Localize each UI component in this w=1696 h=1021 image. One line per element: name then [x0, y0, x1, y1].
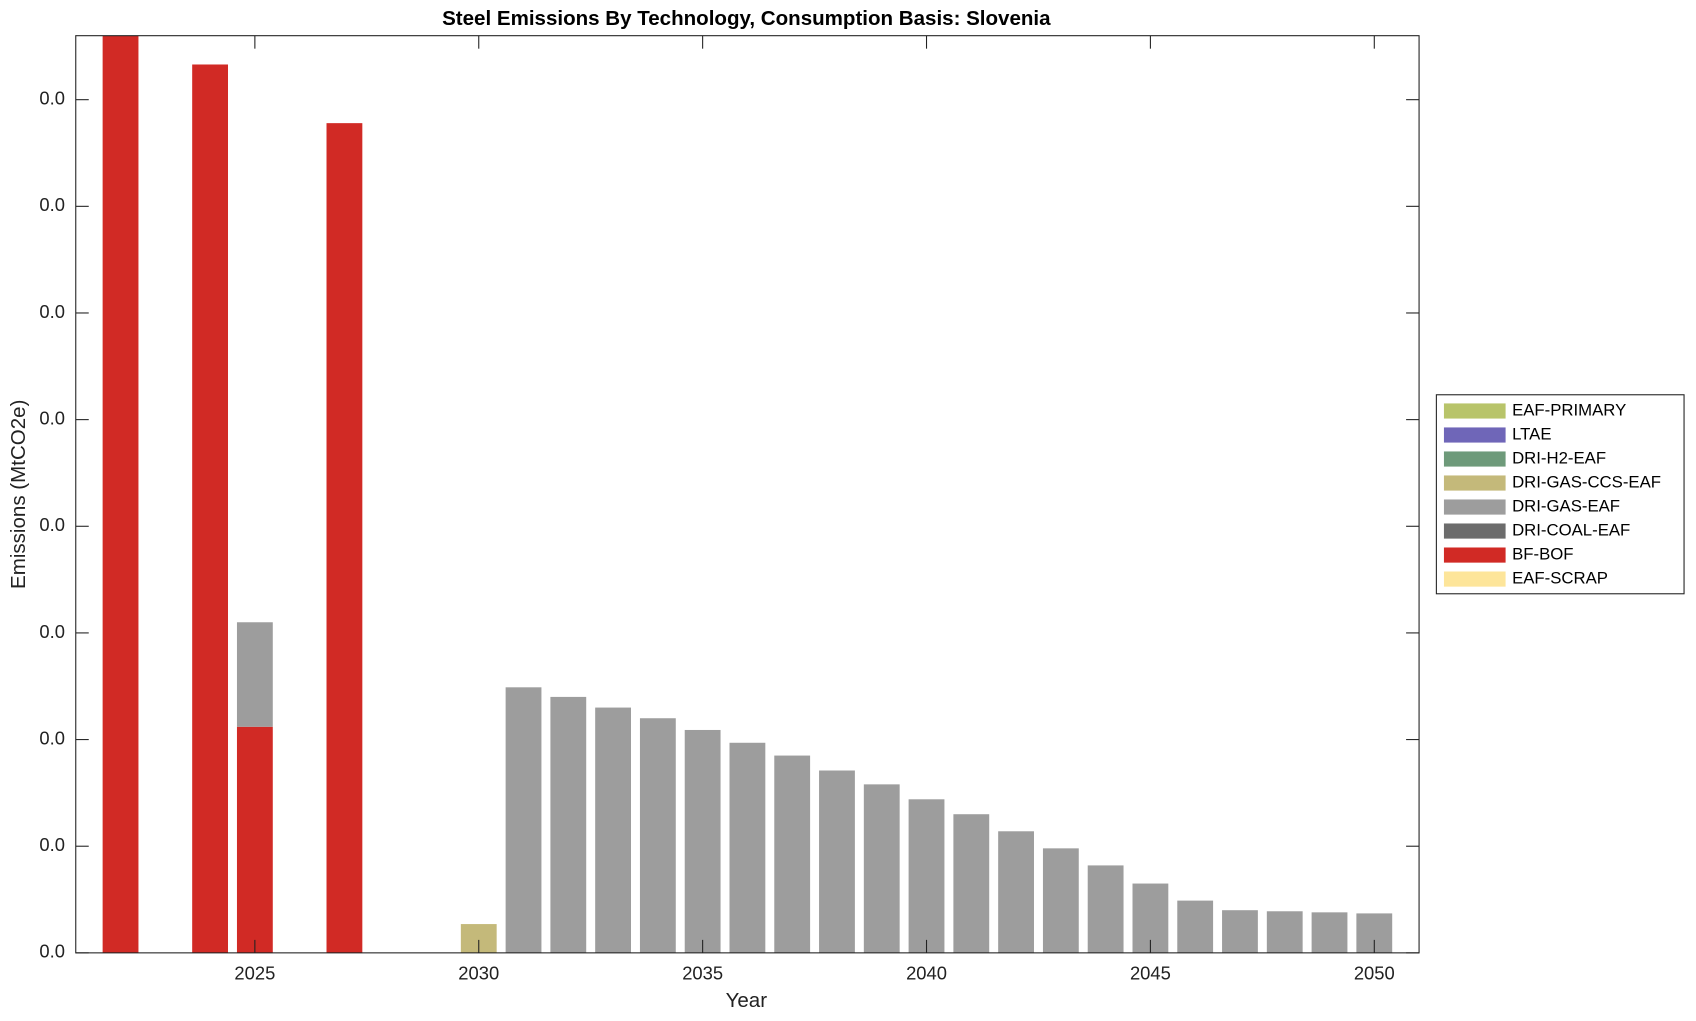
legend-label: DRI-H2-EAF: [1512, 448, 1606, 467]
bar-segment: [639, 718, 676, 953]
x-tick-label: 2025: [234, 962, 275, 983]
legend-swatch: [1443, 451, 1506, 467]
legend-label: DRI-GAS-EAF: [1512, 496, 1620, 515]
bar-segment: [684, 729, 721, 953]
bar-segment: [863, 784, 900, 953]
bar-segment: [1087, 865, 1124, 953]
bar-segment: [550, 696, 587, 953]
x-tick-label: 2050: [1354, 962, 1395, 983]
bar-segment: [953, 814, 990, 953]
bar-segment: [236, 726, 273, 953]
y-tick-label: 0.0: [39, 88, 65, 109]
bar-segment: [819, 770, 855, 953]
legend-label: LTAE: [1512, 424, 1551, 443]
bar-segment: [326, 123, 363, 953]
y-tick-label: 0.0: [39, 941, 65, 962]
y-tick-label: 0.0: [39, 301, 65, 322]
legend-swatch: [1443, 499, 1506, 515]
legend-swatch: [1443, 547, 1506, 563]
y-tick-label: 0.0: [39, 727, 65, 748]
x-tick-label: 2030: [458, 962, 499, 983]
bar-segment: [1266, 911, 1303, 953]
legend-label: EAF-PRIMARY: [1512, 400, 1626, 419]
legend-label: DRI-COAL-EAF: [1512, 520, 1630, 539]
x-tick-label: 2035: [682, 962, 723, 983]
bar-segment: [1222, 910, 1258, 953]
plot-area: [102, 35, 1393, 953]
bar-segment: [1177, 900, 1214, 953]
bar-segment: [729, 742, 766, 953]
legend-swatch: [1443, 475, 1506, 491]
x-tick-label: 2040: [906, 962, 947, 983]
bar-segment: [774, 755, 811, 953]
x-tick-label: 2045: [1130, 962, 1171, 983]
legend-swatch: [1443, 571, 1506, 587]
legend-label: BF-BOF: [1512, 544, 1573, 563]
x-axis-label: Year: [726, 989, 768, 1012]
bar-segment: [236, 622, 273, 727]
legend-swatch: [1443, 523, 1506, 539]
y-tick-label: 0.0: [39, 514, 65, 535]
bar-segment: [595, 707, 631, 953]
legend-swatch: [1443, 427, 1506, 443]
bar-segment: [998, 831, 1034, 953]
plot-frame: [75, 35, 1420, 954]
bar-segment: [192, 64, 229, 953]
legend-box: [1435, 394, 1685, 595]
y-tick-label: 0.0: [39, 834, 65, 855]
bar-segment: [1042, 848, 1079, 953]
y-axis-label: Emissions (MtCO2e): [7, 400, 30, 589]
bar-segment: [102, 35, 139, 953]
bar-segment: [505, 687, 542, 953]
bar-segment: [908, 799, 945, 953]
y-tick-label: 0.0: [39, 407, 65, 428]
legend-label: EAF-SCRAP: [1512, 568, 1608, 587]
legend-label: DRI-GAS-CCS-EAF: [1512, 472, 1661, 491]
y-tick-label: 0.0: [39, 621, 65, 642]
bar-segment: [1311, 912, 1348, 953]
legend-swatch: [1443, 403, 1506, 419]
y-tick-label: 0.0: [39, 194, 65, 215]
chart-title: Steel Emissions By Technology, Consumpti…: [442, 7, 1051, 30]
